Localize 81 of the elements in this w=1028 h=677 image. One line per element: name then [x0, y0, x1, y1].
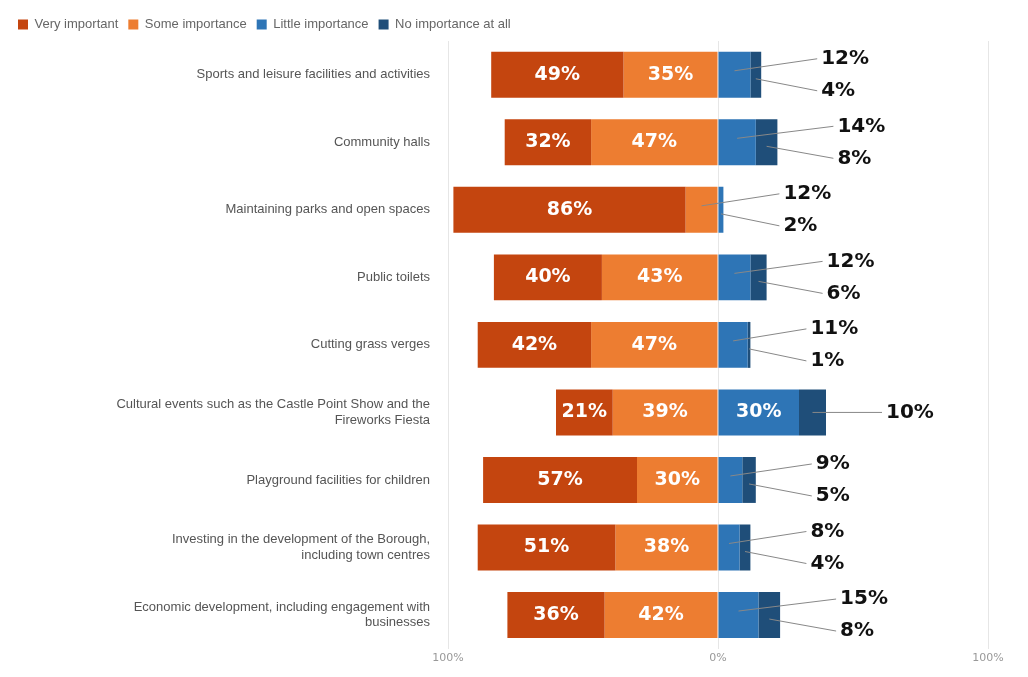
data-label: 11%: [810, 315, 859, 340]
data-label: 21%: [561, 399, 608, 422]
y-tick-label: Maintaining parks and open spaces: [225, 201, 431, 217]
data-label: 12%: [783, 180, 832, 205]
data-label: 36%: [533, 601, 579, 624]
data-label: 12%: [826, 247, 875, 272]
bar: [742, 457, 756, 503]
data-label: 32%: [525, 129, 571, 152]
data-label: 43%: [636, 264, 683, 287]
bar: [604, 592, 718, 638]
data-label: 47%: [631, 331, 678, 354]
bar: [591, 119, 718, 166]
data-label: 1%: [810, 347, 845, 372]
bar: [483, 457, 637, 503]
data-label: 30%: [736, 399, 782, 422]
data-label: 86%: [546, 196, 593, 219]
data-label: 47%: [631, 129, 678, 152]
bar: [718, 457, 743, 503]
bar: [623, 51, 718, 98]
y-tick-label: Investing in the development of the Borough, including town centres: [171, 531, 431, 562]
bar: [491, 51, 624, 98]
bar: [477, 524, 616, 571]
data-label: 2%: [783, 212, 818, 237]
data-label: 14%: [837, 112, 886, 137]
x-tick-label: 0%: [709, 651, 727, 665]
bar: [477, 321, 592, 368]
bar: [685, 186, 718, 233]
bar: [591, 321, 718, 368]
data-label: 49%: [534, 61, 581, 84]
data-label: 30%: [654, 466, 700, 489]
bar: [718, 592, 759, 638]
bar: [755, 119, 778, 166]
bar: [750, 254, 767, 301]
y-tick-label: Cultural events such as the Castle Point Show and the Fireworks Fiesta: [116, 396, 431, 427]
legend-label: Some importance: [144, 16, 247, 32]
bar: [493, 254, 602, 301]
y-tick-label: Economic development, including engagement with businesses: [133, 598, 431, 630]
data-label: 51%: [523, 534, 570, 557]
x-tick-label: 100%: [432, 651, 464, 665]
bar: [453, 186, 686, 233]
data-label: 15%: [840, 585, 888, 610]
data-label: 4%: [821, 76, 856, 101]
y-tick-label: Public toilets: [357, 268, 431, 284]
bar: [750, 51, 762, 98]
y-tick-label: Sports and leisure facilities and activities: [196, 66, 431, 82]
legend-label: Very important: [34, 16, 119, 32]
legend-label: No importance at all: [395, 16, 511, 32]
bar: [718, 51, 751, 98]
bar: [637, 457, 718, 503]
bar: [601, 254, 718, 301]
data-label: 12%: [821, 44, 870, 69]
data-label: 57%: [537, 466, 583, 489]
data-label: 9%: [815, 450, 850, 475]
y-tick-label: Community halls: [333, 133, 431, 149]
data-label: 42%: [638, 601, 684, 624]
bar: [718, 119, 756, 166]
bar: [758, 592, 781, 638]
y-tick-label: Playground facilities for children: [246, 471, 430, 487]
data-label: 5%: [815, 482, 850, 507]
data-label: 6%: [826, 279, 861, 304]
bar: [718, 254, 751, 301]
bar: [504, 119, 592, 166]
data-label: 4%: [810, 549, 845, 574]
data-label: 8%: [837, 144, 872, 169]
bar: [615, 524, 718, 571]
bar: [507, 592, 605, 638]
legend-label: Little importance: [273, 16, 369, 32]
bar: [718, 321, 748, 368]
data-label: 39%: [642, 399, 688, 422]
data-label: 38%: [643, 534, 690, 557]
y-tick-label: Cutting grass verges: [310, 336, 431, 352]
data-label: 10%: [886, 398, 934, 423]
data-label: 8%: [810, 517, 845, 542]
bar: [612, 389, 718, 436]
data-label: 35%: [647, 61, 694, 84]
data-label: 40%: [525, 264, 571, 287]
bar: [799, 389, 826, 436]
data-label: 42%: [511, 331, 558, 354]
x-tick-label: 100%: [972, 651, 1004, 665]
bar: [718, 524, 740, 571]
data-label: 8%: [840, 617, 875, 642]
